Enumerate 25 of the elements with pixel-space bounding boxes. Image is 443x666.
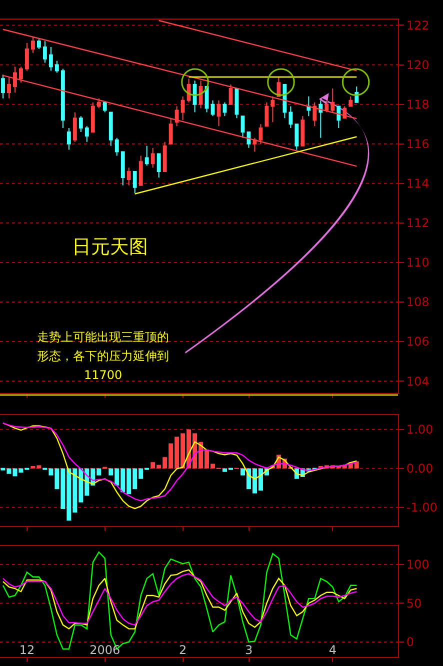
- y-tick-label: -1.00: [406, 500, 438, 515]
- x-tick-label: 2006: [90, 643, 120, 658]
- text: 日元天图: [72, 236, 148, 258]
- x-tick-label: 3: [244, 643, 253, 658]
- y-tick-label: 118: [406, 98, 430, 112]
- y-tick-label: 100: [406, 558, 430, 572]
- y-tick-label: 112: [406, 216, 430, 230]
- y-tick-label: 108: [406, 295, 430, 310]
- y-tick-label: 1.00: [406, 422, 434, 437]
- y-tick-label: 122: [406, 18, 430, 32]
- x-tick-label: 4: [328, 643, 336, 658]
- y-tick-label: 120: [406, 58, 430, 72]
- y-tick-label: 104: [406, 374, 430, 388]
- y-tick-label: 0.00: [406, 462, 434, 476]
- y-tick-label: 106: [406, 334, 430, 349]
- y-tick-label: 114: [406, 176, 430, 191]
- annotation: 走势上可能出现三重顶的: [37, 330, 169, 344]
- x-tick-label: 12: [19, 643, 35, 658]
- x-tick-label: 2: [179, 643, 187, 658]
- y-tick-label: 0: [406, 635, 414, 650]
- y-tick-label: 110: [406, 256, 430, 270]
- annotation: 11700: [84, 368, 122, 382]
- annotation: 形态，各下的压力延伸到: [37, 349, 169, 363]
- y-tick-label: 116: [406, 137, 430, 152]
- y-tick-label: 50: [406, 596, 422, 610]
